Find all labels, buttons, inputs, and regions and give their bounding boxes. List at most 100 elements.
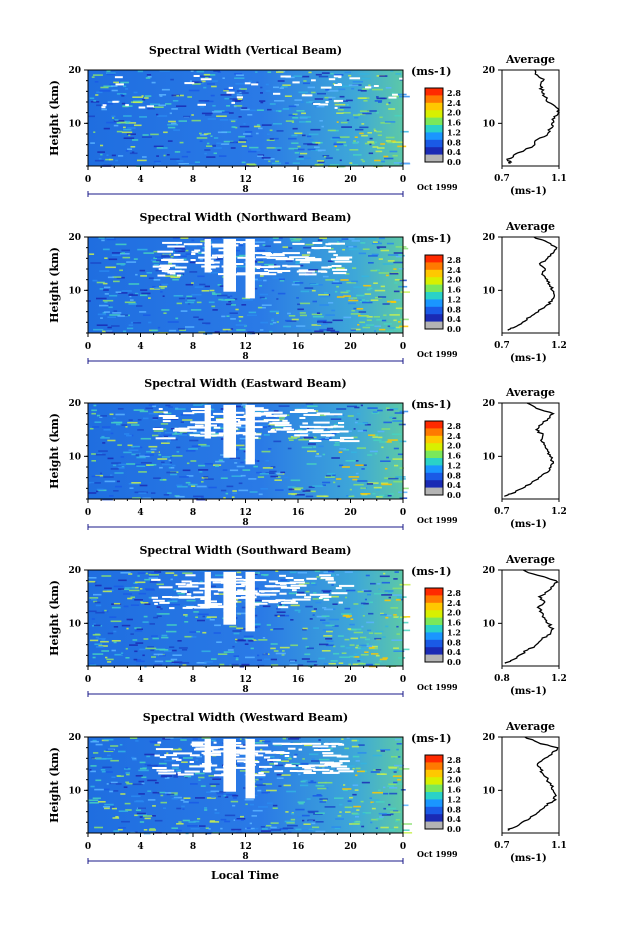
colorbar-unit: (ms-1) [411, 565, 451, 578]
x-tick-label: 4 [137, 842, 143, 852]
colorbar-tick-label: 2.0 [447, 275, 461, 285]
colorbar-tick-label: 1.2 [447, 294, 461, 304]
average-frame [501, 569, 560, 667]
colorbar-segment [425, 139, 443, 148]
colorbar-segment [425, 306, 443, 315]
colorbar-tick-label: 1.2 [447, 627, 461, 637]
average-title: Average [505, 720, 555, 733]
avg-y-tick-label: 20 [482, 233, 495, 243]
x-tick-label: 16 [292, 508, 305, 518]
colorbar-unit: (ms-1) [411, 232, 451, 245]
colorbar-segment [425, 647, 443, 655]
colorbar-segment [425, 88, 443, 96]
colorbar-tick-label: 2.4 [447, 598, 461, 608]
colorbar-segment [425, 588, 443, 596]
average-title: Average [505, 220, 555, 233]
colorbar-tick-label: 1.6 [447, 785, 461, 795]
x-tick-label: 20 [344, 842, 357, 852]
colorbar-segment [425, 428, 443, 437]
colorbar-segment [425, 777, 443, 785]
colorbar-segment [425, 125, 443, 133]
colorbar-segment [425, 755, 443, 763]
colorbar-segment [425, 102, 443, 111]
colorbar-tick-label: 2.8 [447, 255, 461, 265]
day-label: 8 [242, 685, 248, 695]
x-tick-label: 16 [292, 175, 305, 185]
x-tick-label: 4 [137, 342, 143, 352]
average-title: Average [505, 53, 555, 66]
average-frame [501, 402, 560, 500]
colorbar-tick-label: 1.6 [447, 285, 461, 295]
x-tick-label: 12 [239, 675, 252, 685]
colorbar-segment [425, 269, 443, 278]
colorbar-tick-label: 2.4 [447, 431, 461, 441]
colorbar-segment [425, 617, 443, 626]
x-tick-label: 12 [239, 175, 252, 185]
x-tick-label: 0 [85, 342, 91, 352]
y-tick-label: 10 [68, 619, 81, 629]
colorbar-tick-label: 1.2 [447, 794, 461, 804]
data-gaps [151, 571, 355, 632]
x-tick-label: 0 [85, 675, 91, 685]
y-tick-label: 10 [68, 786, 81, 796]
panel-title: Spectral Width (Southward Beam) [139, 544, 351, 557]
x-tick-label: 0 [85, 842, 91, 852]
x-tick-label: 4 [137, 508, 143, 518]
average-profile-line [507, 736, 559, 831]
colorbar-segment [425, 421, 443, 429]
avg-y-tick-label: 20 [482, 733, 495, 743]
colorbar-frame [424, 754, 444, 830]
colorbar-tick-label: 0.4 [447, 480, 461, 490]
colorbar-segment [425, 110, 443, 118]
x-tick-label: 8 [190, 342, 196, 352]
colorbar-segment [425, 821, 443, 830]
x-tick-label: 4 [137, 175, 143, 185]
colorbar-segment [425, 784, 443, 793]
date-label: Oct 1999 [417, 515, 458, 525]
y-axis-label: Height (km) [48, 580, 61, 656]
x-tick-label: 20 [344, 675, 357, 685]
avg-y-tick-label: 20 [482, 399, 495, 409]
avg-x-tick-label: 0.7 [494, 841, 510, 851]
average-profile-line [507, 236, 558, 331]
data-gaps [152, 404, 360, 465]
data-gaps [101, 75, 404, 109]
colorbar-segment [425, 769, 443, 778]
date-label: Oct 1999 [417, 349, 458, 359]
colorbar-tick-label: 0.4 [447, 147, 461, 157]
average-frame [501, 736, 560, 834]
colorbar-segment [425, 458, 443, 466]
y-axis-label: Height (km) [48, 247, 61, 323]
colorbar-segment [425, 314, 443, 322]
colorbar-tick-label: 0.0 [447, 490, 461, 500]
colorbar-segment [425, 472, 443, 481]
average-profile-line [504, 402, 555, 497]
colorbar-unit: (ms-1) [411, 65, 451, 78]
y-tick-label: 10 [68, 452, 81, 462]
avg-y-tick-label: 10 [482, 119, 495, 129]
colorbar-segment [425, 255, 443, 263]
colorbar-tick-label: 0.4 [447, 314, 461, 324]
colorbar-segment [425, 792, 443, 800]
panel-westward-beam: Spectral Width (Westward Beam) 20 10 Heigh… [48, 711, 567, 864]
panel-title: Spectral Width (Vertical Beam) [149, 44, 342, 57]
colorbar-tick-label: 0.8 [447, 637, 461, 647]
x-tick-label: 16 [292, 842, 305, 852]
x-tick-label: 8 [190, 675, 196, 685]
y-tick-label: 20 [68, 566, 81, 576]
colorbar-frame [424, 420, 444, 496]
x-tick-label: 0 [400, 342, 406, 352]
avg-x-tick-label: 0.7 [494, 174, 510, 184]
colorbar-frame [424, 87, 444, 163]
x-tick-label: 20 [344, 175, 357, 185]
date-label: Oct 1999 [417, 182, 458, 192]
day-label: 8 [242, 518, 248, 528]
colorbar-tick-label: 2.8 [447, 421, 461, 431]
x-tick-label: 0 [85, 175, 91, 185]
panel-title: Spectral Width (Northward Beam) [140, 211, 352, 224]
colorbar-tick-label: 0.0 [447, 324, 461, 334]
colorbar-tick-label: 2.0 [447, 775, 461, 785]
y-tick-label: 20 [68, 733, 81, 743]
y-tick-label: 10 [68, 119, 81, 129]
